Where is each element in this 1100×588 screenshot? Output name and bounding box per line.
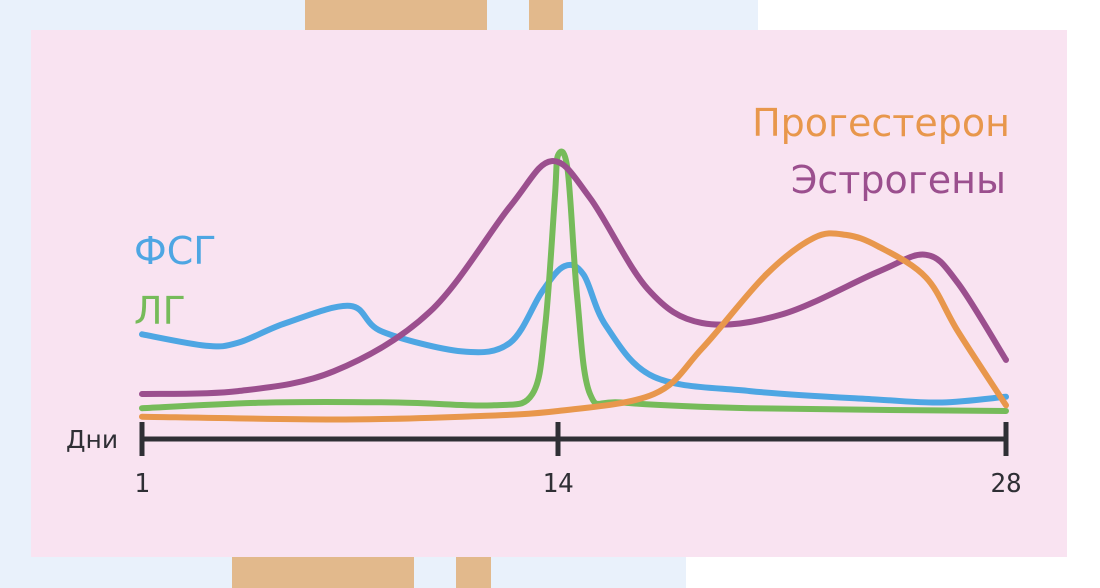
series-line-estrogen	[139, 158, 1009, 397]
legend-estrogen: Эстрогены	[791, 158, 1006, 202]
decorative-bar	[232, 557, 414, 588]
x-tick-label: 28	[990, 469, 1021, 499]
decorative-bar	[529, 0, 563, 30]
legend-fsh: ФСГ	[134, 229, 216, 273]
x-axis: Дни 1 14 28	[66, 422, 1022, 499]
decorative-bar	[305, 0, 487, 30]
legend: ФСГ ЛГ Прогестерон Эстрогены	[134, 101, 1010, 333]
series-line-progesterone	[139, 230, 1009, 423]
background-corner	[686, 557, 1100, 588]
legend-progesterone: Прогестерон	[752, 101, 1010, 145]
x-tick-label: 1	[134, 469, 150, 499]
legend-lh: ЛГ	[134, 289, 186, 333]
series-layer	[139, 148, 1009, 423]
decorative-bar	[456, 557, 491, 588]
x-axis-title: Дни	[66, 425, 118, 454]
x-tick-label: 14	[542, 469, 573, 499]
